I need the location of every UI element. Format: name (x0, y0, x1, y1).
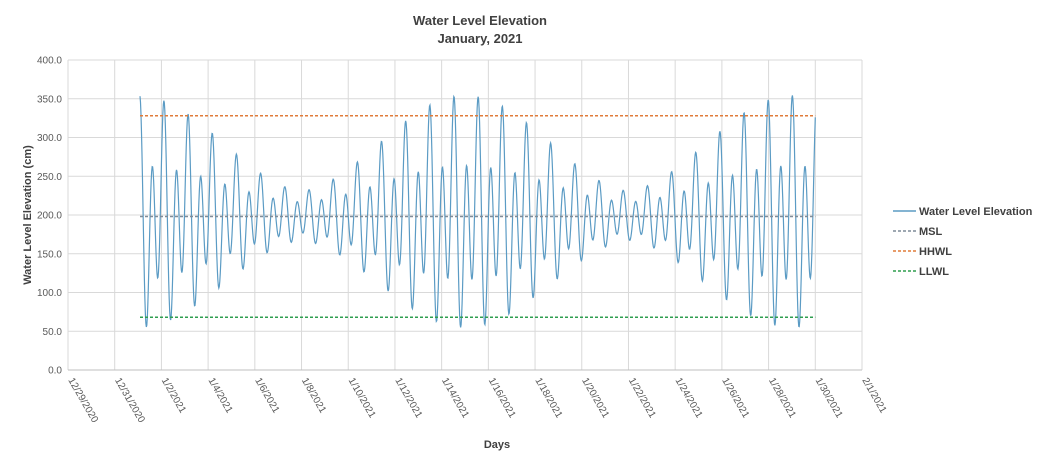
x-tick-label: 1/10/2021 (346, 376, 378, 420)
y-tick-label: 250.0 (37, 172, 62, 183)
legend-entry: HHWL (919, 246, 952, 258)
legend-entry: Water Level Elevation (919, 206, 1033, 218)
series-group (139, 94, 816, 328)
water-level-series-line (139, 94, 816, 328)
x-tick-label: 1/18/2021 (532, 376, 564, 420)
x-tick-label: 1/8/2021 (299, 376, 328, 416)
y-tick-label: 150.0 (37, 249, 62, 260)
x-tick-label: 1/26/2021 (719, 376, 751, 420)
y-tick-label: 200.0 (37, 211, 62, 222)
x-tick-label: 1/24/2021 (673, 376, 705, 420)
x-tick-label: 1/20/2021 (579, 376, 611, 420)
y-tick-label: 350.0 (37, 94, 62, 105)
grid-lines (67, 59, 863, 371)
y-axis-label: Water Level Elevation (cm) (22, 145, 34, 285)
chart-subtitle: January, 2021 (437, 31, 522, 46)
x-tick-label: 1/4/2021 (206, 376, 235, 416)
x-tick-label: 1/12/2021 (392, 376, 424, 420)
legend-entry: MSL (919, 226, 943, 238)
x-tick-label: 2/1/2021 (859, 376, 888, 416)
x-tick-label: 1/14/2021 (439, 376, 471, 420)
x-tick-label: 1/16/2021 (486, 376, 518, 420)
y-axis-ticks: 0.0 50.0 100.0 150.0 200.0 250.0 300.0 350.0 400… (37, 56, 62, 377)
y-tick-label: 50.0 (43, 327, 63, 338)
legend-entry: LLWL (919, 266, 949, 278)
x-tick-label: 1/30/2021 (813, 376, 845, 420)
x-tick-label: 1/28/2021 (766, 376, 798, 420)
x-axis-label: Days (484, 439, 510, 451)
legend: Water Level Elevation MSL HHWL LLWL (893, 206, 1033, 278)
x-tick-label: 1/6/2021 (252, 376, 281, 416)
x-axis-ticks: 12/29/2020 12/31/2020 1/2/2021 1/4/2021 1/6/… (65, 376, 888, 425)
y-tick-label: 300.0 (37, 133, 62, 144)
x-tick-label: 1/2/2021 (159, 376, 188, 416)
y-tick-label: 400.0 (37, 56, 62, 67)
x-tick-label: 12/29/2020 (65, 376, 100, 425)
x-tick-label: 12/31/2020 (112, 376, 147, 425)
y-tick-label: 100.0 (37, 288, 62, 299)
chart-title: Water Level Elevation (413, 13, 547, 28)
x-tick-label: 1/22/2021 (626, 376, 658, 420)
y-tick-label: 0.0 (48, 366, 62, 377)
